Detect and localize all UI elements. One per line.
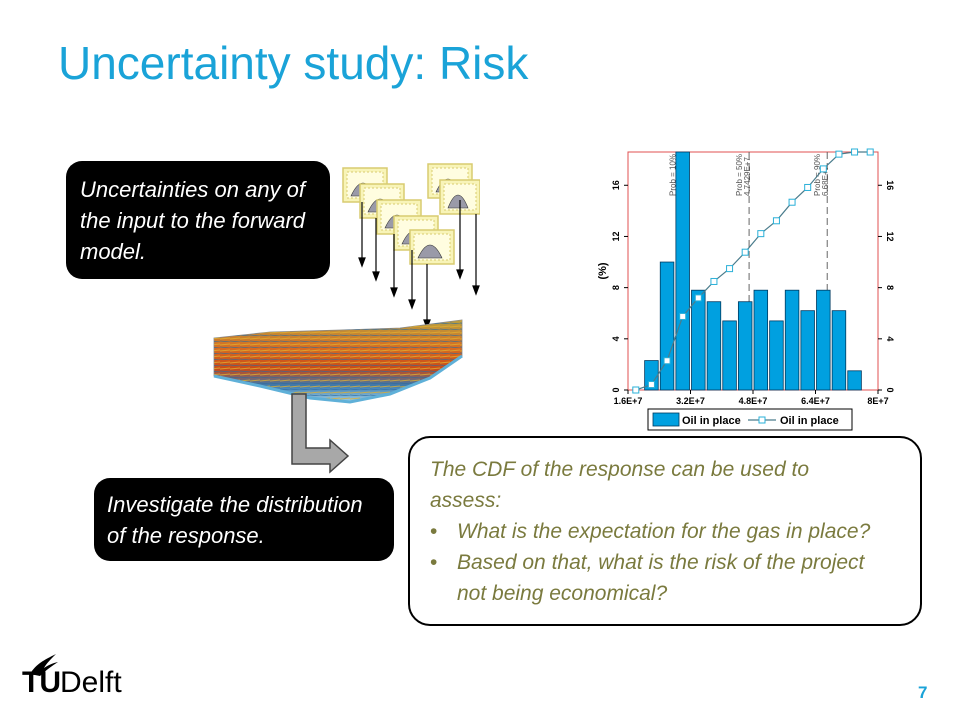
- histogram-bar: [706, 301, 722, 391]
- input-pdf-cards-left: [342, 167, 455, 265]
- histogram-bar: [737, 301, 753, 391]
- question-item: • What is the expectation for the gas in…: [430, 516, 904, 547]
- histogram-bar: [753, 289, 769, 391]
- question-line: What is the expectation for the gas in p…: [457, 520, 871, 543]
- legend-point-swatch: [758, 416, 766, 424]
- cdf-point: [866, 148, 874, 156]
- percentile-value: 6.68E+7: [821, 165, 830, 196]
- histogram-bar: [675, 151, 690, 391]
- y-tick-label-right: 8: [885, 285, 895, 290]
- input-pdf-cards-right: [427, 163, 480, 215]
- percentile-value: 4.7429E+7: [743, 157, 752, 196]
- response-distribution-callout: Investigate the distribution of the resp…: [94, 478, 394, 561]
- logo-delft: Delft: [60, 666, 122, 699]
- y-tick-label: 4: [611, 336, 621, 341]
- cdf-point: [663, 357, 671, 365]
- question-item: • Based on that, what is the risk of the…: [430, 547, 904, 609]
- bullet-icon: •: [430, 551, 438, 574]
- reservoir-model: [213, 319, 463, 404]
- callout-line: Investigate the distribution: [107, 492, 363, 517]
- histogram-bar: [816, 289, 831, 391]
- slide-title: Uncertainty study: Risk: [58, 37, 529, 89]
- cdf-point: [772, 217, 780, 225]
- y-tick-label: 8: [611, 285, 621, 290]
- histogram-bar: [784, 289, 800, 391]
- cdf-point: [804, 183, 812, 191]
- y-tick-label-right: 4: [885, 336, 895, 341]
- axes: 1.6E+7 3.2E+7 4.8E+7 6.4E+7 8E+7 0 0 4 4 8 8 12 12 16…: [597, 180, 895, 406]
- histogram-bar: [831, 310, 847, 391]
- cdf-point: [819, 165, 827, 173]
- cdf-point: [632, 386, 640, 394]
- histogram-bar: [691, 289, 706, 391]
- x-tick-label: 1.6E+7: [614, 396, 643, 406]
- cdf-point: [788, 198, 796, 206]
- cdf-intro-line: assess:: [430, 489, 502, 512]
- cdf-point: [647, 381, 655, 389]
- pdf-card-icon: [409, 229, 455, 265]
- histogram-bar: [769, 320, 784, 391]
- callout-line: of the response.: [107, 523, 265, 548]
- histogram-bar: [722, 320, 737, 391]
- callout-line: model.: [80, 239, 147, 264]
- legend-label-cdf: Oil in place: [780, 415, 839, 427]
- y-tick-label: 0: [611, 387, 621, 392]
- question-list: • What is the expectation for the gas in…: [430, 516, 904, 609]
- cdf-point: [835, 150, 843, 158]
- callout-line: the input to the forward: [80, 208, 306, 233]
- bullet-icon: •: [430, 520, 438, 543]
- flame-icon: [30, 654, 58, 676]
- tu-delft-logo: [18, 652, 148, 702]
- chart-legend: Oil in place Oil in place: [647, 408, 853, 431]
- logo-tu: TU: [22, 666, 61, 699]
- percentile-label: Prob = 50%: [735, 154, 744, 196]
- x-tick-label: 3.2E+7: [676, 396, 705, 406]
- x-tick-label: 4.8E+7: [739, 396, 768, 406]
- cdf-point: [710, 277, 718, 285]
- legend-label-histogram: Oil in place: [682, 415, 741, 427]
- cdf-usage-callout: The CDF of the response can be used to a…: [408, 436, 922, 626]
- question-line: Based on that, what is the risk of the p…: [457, 551, 865, 574]
- question-line: not being economical?: [457, 582, 668, 605]
- percentile-label: Prob = 10%: [669, 154, 678, 196]
- x-tick-label: 8E+7: [867, 396, 888, 406]
- cdf-intro-line: The CDF of the response can be used to: [430, 458, 810, 481]
- cdf-point: [757, 230, 765, 238]
- cdf-line: [635, 151, 871, 391]
- y-tick-label-right: 12: [885, 231, 895, 241]
- cdf-point: [741, 248, 749, 256]
- cdf-point: [679, 312, 687, 320]
- bent-arrow-icon: [291, 393, 350, 474]
- y-tick-label-right: 0: [885, 387, 895, 392]
- input-uncertainty-callout: Uncertainties on any of the input to the…: [66, 161, 330, 279]
- y-axis-label: (%): [597, 262, 609, 279]
- callout-line: Uncertainties on any of: [80, 177, 306, 202]
- y-tick-label-right: 16: [885, 180, 895, 190]
- cdf-point: [726, 265, 734, 273]
- y-tick-label: 16: [611, 180, 621, 190]
- cdf-point: [694, 294, 702, 302]
- cdf-point: [851, 148, 859, 156]
- x-tick-label: 6.4E+7: [801, 396, 830, 406]
- page-number: 7: [918, 683, 928, 702]
- y-tick-label: 12: [611, 231, 621, 241]
- histogram-bar: [659, 261, 675, 391]
- histogram-bar: [800, 310, 815, 391]
- legend-bar-swatch: [652, 412, 680, 427]
- histogram-bar: [847, 370, 862, 391]
- forward-model-illustration: [213, 163, 480, 474]
- logo-wordmark: TUDelft: [22, 666, 122, 700]
- cdf-series: [632, 148, 874, 394]
